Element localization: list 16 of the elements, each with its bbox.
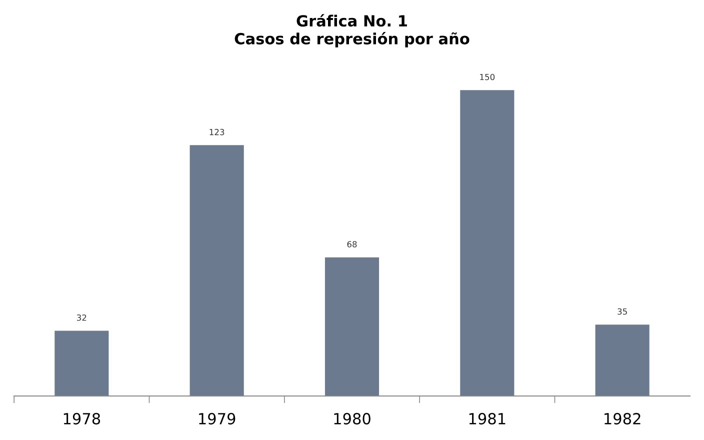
bar — [190, 145, 244, 396]
x-tick-label: 1982 — [604, 412, 640, 424]
x-tick-label: 1979 — [199, 412, 236, 424]
bar — [54, 330, 109, 396]
x-tick-label: 1980 — [334, 412, 370, 424]
data-label: 32 — [76, 314, 86, 321]
x-tick-label: 1981 — [469, 412, 506, 424]
data-label: 35 — [618, 308, 627, 315]
bar — [460, 90, 514, 396]
data-label: 68 — [347, 241, 357, 248]
data-label: 150 — [480, 74, 495, 80]
chart-title: Gráfica No. 1 Casos de represión por año — [234, 14, 470, 48]
x-tick-label: 1978 — [64, 412, 100, 424]
bar — [595, 324, 650, 396]
bar — [324, 257, 380, 396]
data-label: 123 — [210, 128, 224, 136]
